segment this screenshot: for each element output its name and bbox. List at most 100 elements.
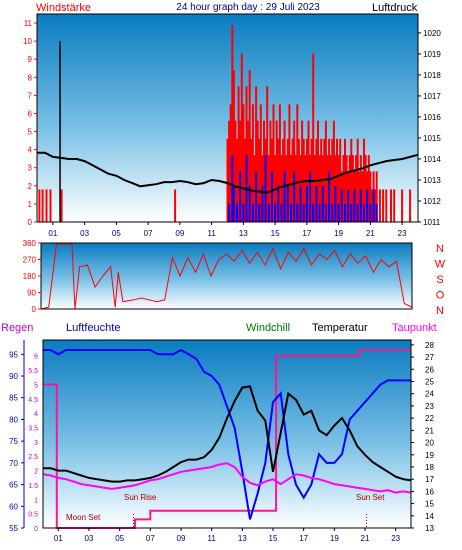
gust-bar — [288, 104, 291, 222]
temperature-series-group — [42, 348, 412, 529]
direction-plot-area — [41, 243, 412, 309]
gust-bar — [174, 189, 177, 222]
gust-bar — [351, 155, 354, 222]
temp-x-tick-label: 11 — [208, 534, 217, 543]
temp-x-tick-label: 07 — [146, 534, 155, 543]
gust-bar — [237, 86, 240, 222]
gust-bar — [263, 120, 265, 222]
temp-tick-label: 27 — [425, 353, 434, 362]
humidity-line — [43, 348, 411, 520]
compass-label: S — [436, 274, 443, 286]
x-tick-label: 23 — [398, 229, 407, 238]
gust-bar — [297, 138, 300, 222]
wind-direction-line — [40, 243, 413, 310]
gust-bar — [385, 189, 388, 222]
gust-bar — [358, 171, 361, 222]
wind-speed-bar — [375, 203, 378, 222]
gust-bar — [302, 138, 305, 222]
temperature-frame — [42, 339, 412, 529]
wind-speed-bar — [340, 189, 343, 222]
gust-bar — [304, 155, 307, 222]
gust-bar — [244, 138, 246, 222]
gust-bar — [256, 120, 259, 222]
humidity-tick-label: 85 — [9, 394, 18, 403]
gust-bar — [344, 138, 346, 222]
gust-bar — [336, 138, 338, 222]
direction-series-group — [40, 243, 413, 310]
gust-bar — [337, 155, 340, 222]
gust-bar — [355, 155, 358, 222]
regen-tick-label: 3.5 — [28, 426, 38, 433]
gust-bar — [248, 70, 251, 222]
temp-x-tick-label: 05 — [115, 534, 124, 543]
wind-axes-group: 0123456789101110111012101310141015101610… — [23, 13, 441, 238]
humidity-tick-label: 75 — [9, 437, 18, 446]
humidity-tick-label: 55 — [9, 524, 18, 533]
left-tick-label: 11 — [24, 19, 33, 28]
temperature-line — [43, 385, 412, 483]
compass-label: W — [435, 259, 446, 271]
wind-speed-bar — [255, 171, 258, 222]
gust-bar — [363, 138, 365, 222]
gust-bar — [282, 138, 285, 222]
temp-tick-label: 13 — [425, 524, 434, 533]
gust-bar — [312, 53, 315, 222]
x-tick-label: 15 — [271, 229, 280, 238]
humidity-tick-label: 80 — [9, 415, 18, 424]
gust-bar — [253, 155, 256, 222]
temp-x-tick-label: 15 — [269, 534, 278, 543]
wind-speed-bar — [359, 189, 362, 222]
wind-speed-bar — [334, 185, 337, 222]
gust-bar — [236, 138, 238, 222]
compass-label: N — [436, 243, 444, 255]
left-tick-label: 4 — [28, 146, 33, 155]
wind-speed-bar — [258, 203, 261, 222]
regen-tick-label: 5.5 — [28, 368, 38, 375]
temp-tick-label: 17 — [425, 475, 434, 484]
right-tick-label: 1012 — [423, 197, 441, 206]
humidity-tick-label: 70 — [9, 459, 18, 468]
gust-bar — [38, 189, 41, 222]
humidity-tick-label: 95 — [9, 350, 18, 359]
gust-bar — [229, 104, 232, 222]
gust-bar — [369, 171, 372, 222]
left-tick-label: 0 — [28, 218, 33, 227]
gust-bar — [280, 155, 283, 222]
regen-tick-label: 1.5 — [28, 483, 38, 490]
gust-bar — [367, 155, 370, 222]
gust-bar — [290, 155, 292, 222]
temp-tick-label: 25 — [425, 378, 434, 387]
gust-bar — [294, 155, 297, 222]
wind-speed-bar — [232, 185, 235, 222]
gust-bar — [301, 120, 304, 222]
right-tick-label: 1020 — [423, 29, 441, 38]
wind-speed-bar — [299, 185, 302, 222]
temp-x-tick-label: 21 — [361, 534, 370, 543]
gust-bar — [329, 155, 332, 222]
gust-bar — [41, 189, 44, 222]
x-tick-label: 11 — [207, 229, 216, 238]
gust-bar — [378, 189, 381, 222]
regen-tick-label: 3 — [34, 440, 38, 447]
direction-tick-label: 270 — [23, 256, 37, 265]
wind-speed-bar — [242, 203, 245, 222]
wind-speed-bar — [293, 171, 296, 222]
temp-x-tick-label: 19 — [330, 534, 339, 543]
temperature-plot-area — [43, 340, 411, 528]
gust-bar — [348, 155, 351, 222]
temp-x-tick-label: 17 — [299, 534, 308, 543]
gust-bar — [255, 86, 258, 222]
temperatur-label: Temperatur — [312, 322, 368, 334]
gust-bar — [60, 189, 63, 222]
regen-tick-label: 2.5 — [28, 454, 38, 461]
regen-tick-label: 1 — [34, 497, 38, 504]
left-tick-label: 7 — [28, 91, 33, 100]
gust-bar — [258, 138, 261, 222]
gust-bar — [240, 53, 243, 222]
windchill-label: Windchill — [246, 322, 290, 334]
right-tick-label: 1019 — [423, 50, 441, 59]
left-tick-label: 2 — [28, 182, 33, 191]
wind-speed-bar — [274, 203, 277, 222]
temp-x-tick-label: 09 — [177, 534, 186, 543]
moon-set-annotation: Moon Set — [66, 513, 101, 522]
